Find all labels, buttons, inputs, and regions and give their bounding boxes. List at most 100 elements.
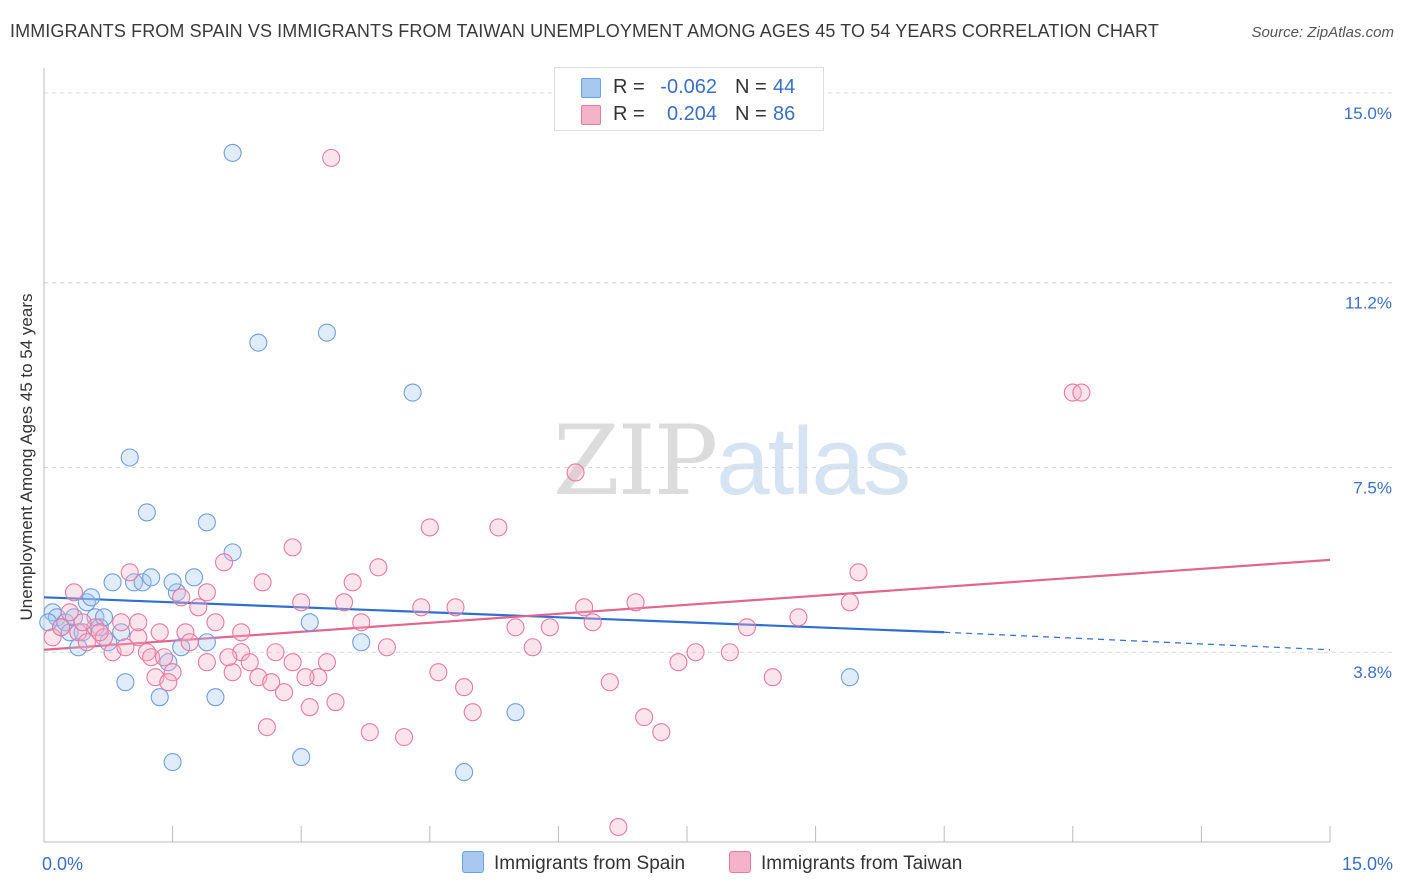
data-point-taiwan bbox=[172, 588, 191, 607]
data-point-taiwan bbox=[635, 708, 654, 727]
x-tick-label-min: 0.0% bbox=[42, 854, 83, 874]
legend-swatch-spain bbox=[462, 851, 484, 873]
data-point-taiwan bbox=[1072, 383, 1091, 402]
chart-legend: Immigrants from Spain Immigrants from Ta… bbox=[0, 851, 1406, 877]
data-point-spain bbox=[112, 623, 131, 642]
data-point-taiwan bbox=[763, 668, 782, 687]
data-point-taiwan bbox=[840, 593, 859, 612]
legend-item-spain[interactable]: Immigrants from Spain bbox=[462, 851, 685, 877]
data-point-taiwan bbox=[60, 603, 79, 622]
legend-swatch-taiwan bbox=[729, 851, 751, 873]
data-point-spain bbox=[197, 513, 216, 532]
data-point-taiwan bbox=[600, 673, 619, 692]
data-point-taiwan bbox=[283, 653, 302, 672]
stats-swatch-spain bbox=[581, 78, 601, 98]
y-tick-label: 11.2% bbox=[1345, 294, 1392, 313]
stats-r-label: R = bbox=[613, 76, 645, 98]
data-point-taiwan bbox=[90, 623, 109, 642]
data-point-taiwan bbox=[300, 698, 319, 717]
stats-r-value: 0.204 bbox=[666, 103, 717, 125]
data-point-taiwan bbox=[214, 553, 234, 572]
data-point-taiwan bbox=[412, 598, 431, 617]
data-point-taiwan bbox=[292, 593, 311, 612]
data-point-taiwan bbox=[849, 563, 868, 582]
data-point-taiwan bbox=[232, 623, 251, 642]
stats-row-taiwan: R = 0.204 N = 86 bbox=[555, 100, 823, 128]
data-point-spain bbox=[120, 448, 139, 467]
data-point-spain bbox=[206, 688, 225, 707]
data-point-taiwan bbox=[343, 573, 362, 592]
data-point-spain bbox=[223, 143, 242, 162]
data-point-taiwan bbox=[129, 613, 148, 632]
watermark: ZIPatlas bbox=[553, 405, 911, 517]
data-point-taiwan bbox=[197, 653, 216, 672]
y-axis-label: Unemployment Among Ages 45 to 54 years bbox=[17, 293, 36, 621]
data-point-taiwan bbox=[506, 618, 525, 637]
data-point-taiwan bbox=[360, 723, 379, 742]
trend-line-spain-extension bbox=[944, 631, 1331, 651]
data-point-taiwan bbox=[720, 643, 739, 662]
data-point-spain bbox=[184, 568, 204, 587]
stats-r-label: R = bbox=[613, 103, 645, 125]
data-point-taiwan bbox=[395, 728, 414, 747]
data-point-taiwan bbox=[219, 648, 238, 667]
stats-n-value: 44 bbox=[773, 76, 796, 98]
stats-n-value: 86 bbox=[773, 103, 796, 125]
data-point-taiwan bbox=[420, 518, 439, 537]
data-point-taiwan bbox=[463, 703, 482, 722]
data-point-taiwan bbox=[77, 633, 96, 652]
data-point-taiwan bbox=[112, 613, 131, 632]
data-point-taiwan bbox=[189, 598, 208, 617]
watermark-zip: ZIP bbox=[553, 405, 718, 517]
data-point-taiwan bbox=[163, 663, 182, 682]
source-credit: Source: ZipAtlas.com bbox=[1251, 24, 1394, 41]
data-point-taiwan bbox=[429, 663, 448, 682]
data-point-taiwan bbox=[150, 623, 169, 642]
data-point-spain bbox=[249, 333, 268, 352]
data-point-spain bbox=[317, 323, 336, 342]
data-point-spain bbox=[142, 568, 161, 587]
data-point-spain bbox=[197, 633, 216, 652]
data-point-taiwan bbox=[377, 638, 396, 657]
data-point-taiwan bbox=[116, 638, 135, 657]
data-point-taiwan bbox=[64, 583, 84, 602]
legend-item-taiwan[interactable]: Immigrants from Taiwan bbox=[729, 851, 962, 877]
data-point-taiwan bbox=[142, 648, 161, 667]
stats-r-value: -0.062 bbox=[660, 76, 717, 98]
data-point-spain bbox=[163, 573, 182, 592]
data-point-spain bbox=[90, 618, 109, 637]
data-point-taiwan bbox=[275, 683, 294, 702]
data-point-taiwan bbox=[257, 718, 276, 737]
y-tick-label: 15.0% bbox=[1344, 104, 1392, 123]
stats-swatch-taiwan bbox=[581, 105, 601, 125]
data-point-taiwan bbox=[609, 817, 628, 837]
data-point-taiwan bbox=[154, 648, 174, 667]
data-point-taiwan bbox=[176, 623, 195, 642]
stats-row-spain: R = -0.062 N = 44 bbox=[555, 73, 823, 101]
data-point-taiwan bbox=[455, 678, 474, 697]
data-point-taiwan bbox=[240, 653, 259, 672]
data-point-taiwan bbox=[180, 633, 199, 652]
stats-n-label: N = bbox=[735, 76, 767, 98]
data-point-taiwan bbox=[296, 668, 315, 687]
data-point-taiwan bbox=[262, 673, 281, 692]
data-point-taiwan bbox=[369, 558, 388, 577]
data-point-taiwan bbox=[206, 613, 225, 632]
data-point-taiwan bbox=[266, 643, 285, 662]
data-point-taiwan bbox=[446, 598, 465, 617]
data-point-spain bbox=[292, 748, 311, 767]
correlation-stats-box: R = -0.062 N = 44 R = 0.204 N = 86 bbox=[554, 67, 824, 131]
data-point-taiwan bbox=[159, 673, 178, 692]
y-tick-label: 7.5% bbox=[1353, 478, 1392, 497]
data-point-spain bbox=[137, 503, 156, 522]
data-point-taiwan bbox=[52, 618, 71, 637]
data-point-spain bbox=[403, 383, 422, 402]
data-point-taiwan bbox=[326, 693, 345, 712]
legend-label-taiwan: Immigrants from Taiwan bbox=[761, 853, 963, 874]
legend-label-spain: Immigrants from Spain bbox=[494, 853, 686, 874]
data-point-taiwan bbox=[583, 613, 602, 632]
data-point-taiwan bbox=[317, 653, 336, 672]
data-point-spain bbox=[116, 673, 135, 692]
data-point-spain bbox=[506, 703, 525, 722]
